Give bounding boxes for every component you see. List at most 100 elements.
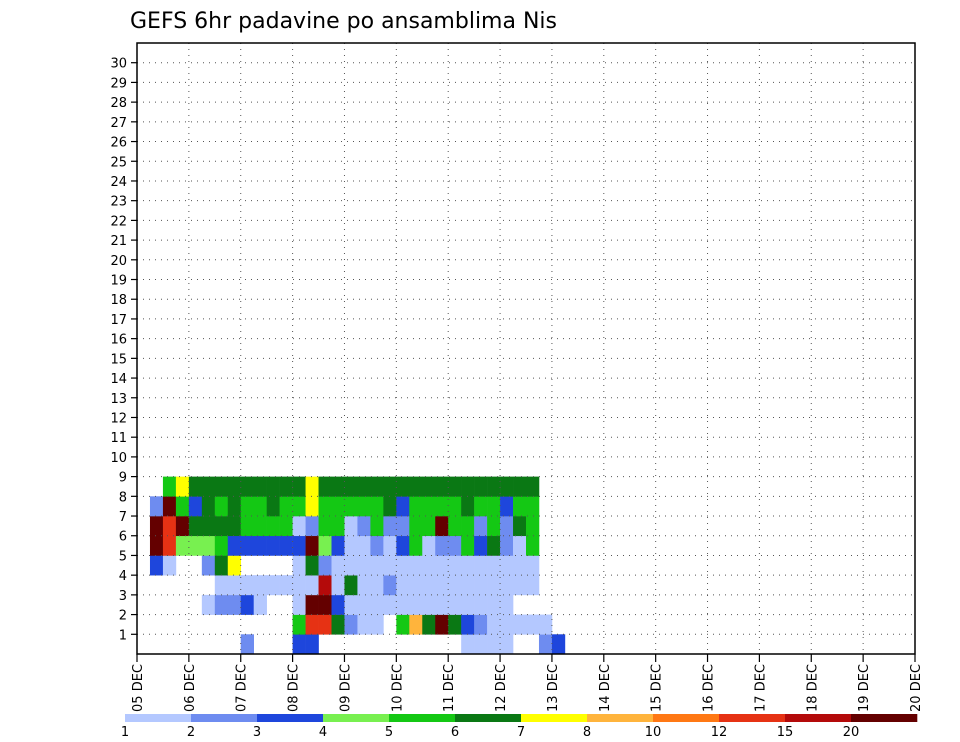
heatmap-cell [422,555,436,576]
heatmap-cell [266,535,280,556]
heatmap-cell [149,516,164,537]
y-tick-label: 7 [119,510,127,525]
colorbar-swatch [323,714,390,722]
heatmap-cell [305,634,319,655]
heatmap-cell [266,476,280,497]
heatmap-cell [461,535,475,556]
heatmap-cell [409,535,423,556]
colorbar-label: 8 [583,725,591,740]
colorbar-label: 5 [385,725,393,740]
heatmap-cell [461,575,475,596]
x-tick-label: 13 DEC [546,664,561,712]
heatmap-cell [474,535,488,556]
heatmap-cell [487,535,501,556]
y-tick-label: 4 [119,569,127,584]
heatmap-cell [474,496,488,517]
heatmap-cell [318,594,332,615]
heatmap-cell [396,476,410,497]
heatmap-cell [292,535,306,556]
heatmap-cell [538,614,553,635]
y-tick-label: 19 [110,274,127,289]
heatmap-cell [305,476,319,497]
heatmap-cell [214,575,229,596]
heatmap-cell [292,496,306,517]
heatmap-cell [526,516,540,537]
x-tick-label: 15 DEC [650,664,665,712]
x-tick-label: 09 DEC [338,664,353,712]
heatmap-cell [526,555,540,576]
heatmap-cell [538,634,553,655]
y-tick-label: 21 [110,234,127,249]
heatmap-cell [188,476,203,497]
heatmap-cell [201,535,216,556]
heatmap-cell [435,594,449,615]
heatmap-cell [357,535,371,556]
heatmap-cell [201,476,216,497]
y-tick-label: 1 [119,628,127,643]
colorbar-label: 10 [645,725,662,740]
heatmap-cell [175,476,190,497]
colorbar-swatch [719,714,786,722]
heatmap-cell [422,594,436,615]
heatmap-cell [240,594,254,615]
heatmap-cell [188,496,203,517]
heatmap-cell [279,496,293,517]
heatmap-cell [227,476,242,497]
heatmap-cell [253,476,267,497]
y-tick-label: 28 [110,96,127,111]
heatmap-cell [305,575,319,596]
heatmap-cell [422,516,436,537]
heatmap-cell [344,476,358,497]
heatmap-cell [318,476,332,497]
heatmap-cell [383,575,397,596]
heatmap-cell [448,594,462,615]
heatmap-cell [292,575,306,596]
heatmap-cell [370,575,384,596]
heatmap-cell [253,535,267,556]
y-tick-label: 27 [110,116,127,131]
heatmap-cell [474,555,488,576]
heatmap-cell [383,535,397,556]
chart-title: GEFS 6hr padavine po ansamblima Nis [130,9,557,34]
y-tick-label: 8 [119,490,127,505]
heatmap-cell [331,516,345,537]
heatmap-cell [500,614,514,635]
heatmap-cell [487,496,501,517]
x-tick-label: 20 DEC [909,664,924,712]
heatmap-cell [487,594,501,615]
heatmap-cell [487,575,501,596]
x-tick-label: 17 DEC [753,664,768,712]
heatmap-cell [201,555,216,576]
colorbar-label: 6 [451,725,459,740]
heatmap-cell [396,575,410,596]
heatmap-cell [149,555,164,576]
heatmap-cell [370,535,384,556]
heatmap-cell [253,575,267,596]
colorbar-label: 15 [777,725,794,740]
x-tick-label: 08 DEC [287,664,302,712]
x-tick-label: 05 DEC [131,664,146,712]
heatmap-cell [487,476,501,497]
heatmap-cell [500,476,514,497]
heatmap-cell [227,575,242,596]
heatmap-cell [435,496,449,517]
heatmap-cell [266,575,280,596]
heatmap-cell [474,516,488,537]
colorbar-swatch [653,714,720,722]
heatmap-cell [253,594,267,615]
heatmap-cell [461,614,475,635]
heatmap-cell [188,516,203,537]
heatmap-cell [292,516,306,537]
heatmap-cell [227,496,242,517]
heatmap-cell [526,496,540,517]
heatmap-cell [175,496,190,517]
heatmap-cell [162,535,177,556]
heatmap-cell [318,614,332,635]
heatmap-cell [227,594,242,615]
heatmap-cell [474,575,488,596]
heatmap-cell [500,555,514,576]
heatmap-cell [357,594,371,615]
heatmap-cell [227,555,242,576]
colorbar-label: 12 [711,725,728,740]
